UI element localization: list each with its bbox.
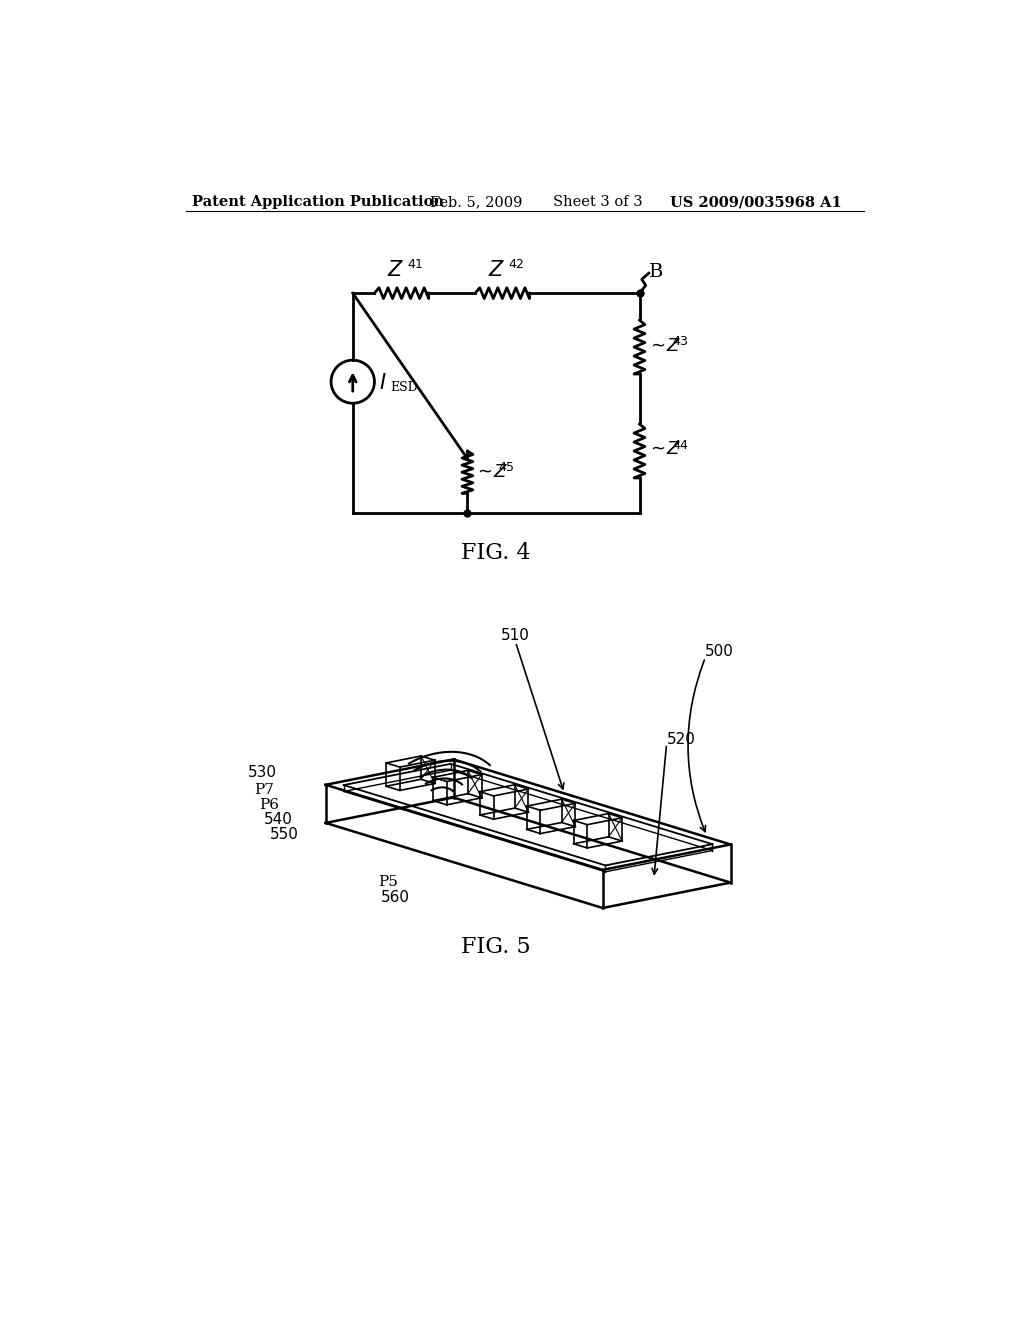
- Text: 540: 540: [263, 812, 293, 826]
- Text: P5: P5: [378, 875, 397, 890]
- Text: $Z$: $Z$: [487, 260, 505, 280]
- Text: $I$: $I$: [379, 374, 387, 393]
- Text: 510: 510: [501, 628, 530, 643]
- Text: FIG. 5: FIG. 5: [462, 936, 530, 958]
- Text: 560: 560: [381, 890, 410, 906]
- Text: 520: 520: [667, 733, 695, 747]
- Text: 550: 550: [270, 826, 299, 842]
- Text: Sheet 3 of 3: Sheet 3 of 3: [553, 195, 642, 210]
- Text: $44$: $44$: [672, 440, 689, 453]
- Text: Feb. 5, 2009: Feb. 5, 2009: [430, 195, 522, 210]
- Text: 530: 530: [248, 766, 278, 780]
- Text: $43$: $43$: [672, 335, 689, 348]
- Text: P7: P7: [254, 783, 274, 797]
- Text: $\sim\!Z$: $\sim\!Z$: [647, 441, 681, 458]
- Text: $\sim\!Z$: $\sim\!Z$: [647, 337, 681, 355]
- Text: Patent Application Publication: Patent Application Publication: [191, 195, 443, 210]
- Text: $41$: $41$: [407, 259, 424, 271]
- Text: US 2009/0035968 A1: US 2009/0035968 A1: [671, 195, 843, 210]
- Text: 500: 500: [706, 644, 734, 659]
- Text: B: B: [649, 264, 664, 281]
- Text: $45$: $45$: [499, 462, 515, 474]
- Text: P6: P6: [259, 799, 279, 812]
- Text: $\sim\!Z$: $\sim\!Z$: [474, 463, 508, 480]
- Text: $Z$: $Z$: [387, 260, 403, 280]
- Text: $42$: $42$: [508, 259, 524, 271]
- Text: ESD: ESD: [390, 381, 418, 395]
- Text: FIG. 4: FIG. 4: [462, 543, 530, 564]
